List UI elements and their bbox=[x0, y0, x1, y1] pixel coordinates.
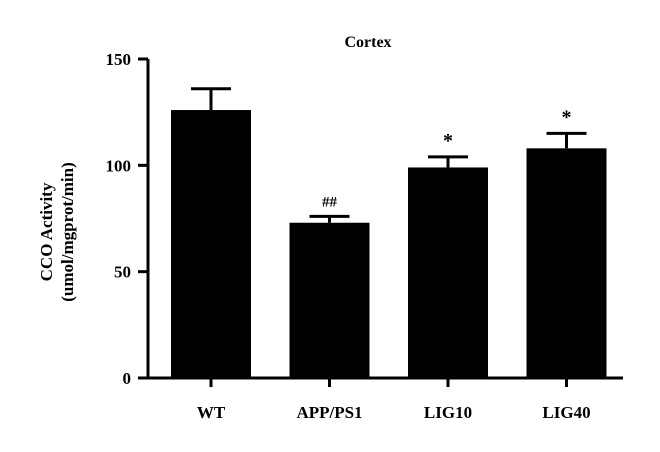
x-tick-labels: WT APP/PS1 LIG10 LIG40 bbox=[197, 378, 591, 422]
x-tick-label: WT bbox=[197, 403, 226, 422]
bar-wt bbox=[171, 110, 251, 378]
chart-title: Cortex bbox=[344, 34, 391, 51]
y-ticks: 0 50 100 150 bbox=[106, 50, 148, 388]
y-tick-label: 100 bbox=[106, 156, 132, 175]
y-tick-label: 50 bbox=[114, 263, 131, 282]
y-axis-title: CCO Activity (umol/mgprot/min) bbox=[37, 162, 77, 301]
significance-label: * bbox=[443, 130, 453, 152]
x-tick-label: LIG40 bbox=[542, 403, 590, 422]
significance-label: ## bbox=[322, 194, 338, 210]
bars: ## * * bbox=[171, 87, 607, 378]
x-tick-label: APP/PS1 bbox=[296, 403, 362, 422]
bar-lig10 bbox=[408, 167, 488, 378]
y-tick-label: 150 bbox=[106, 50, 132, 69]
y-tick-label: 0 bbox=[123, 369, 132, 388]
bar-lig40 bbox=[526, 148, 607, 378]
significance-label: * bbox=[562, 106, 572, 128]
y-axis-title-line1: CCO Activity bbox=[37, 182, 56, 281]
x-tick-label: LIG10 bbox=[424, 403, 472, 422]
y-axis-title-line2: (umol/mgprot/min) bbox=[58, 162, 77, 301]
bar-app-ps1 bbox=[289, 222, 370, 378]
